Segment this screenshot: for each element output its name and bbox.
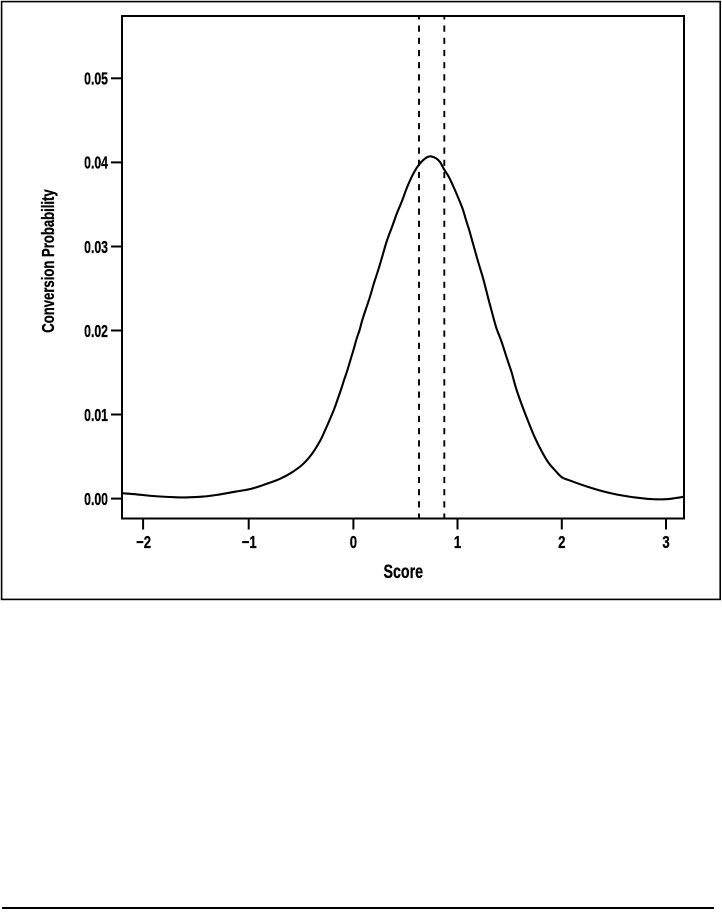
svg-text:2: 2: [558, 533, 565, 552]
svg-text:Score: Score: [384, 561, 424, 582]
svg-text:0.05: 0.05: [84, 70, 108, 90]
svg-text:0.01: 0.01: [84, 406, 108, 426]
svg-text:Conversion Probability: Conversion Probability: [39, 189, 58, 333]
svg-text:1: 1: [454, 533, 462, 552]
svg-text:0.04: 0.04: [84, 154, 108, 174]
svg-text:0: 0: [350, 533, 357, 552]
svg-text:0.03: 0.03: [84, 238, 108, 258]
svg-text:3: 3: [662, 533, 670, 552]
svg-text:0.00: 0.00: [84, 490, 108, 510]
svg-text:0.02: 0.02: [84, 322, 108, 342]
svg-text:−1: −1: [242, 533, 257, 552]
svg-text:−2: −2: [136, 533, 151, 552]
